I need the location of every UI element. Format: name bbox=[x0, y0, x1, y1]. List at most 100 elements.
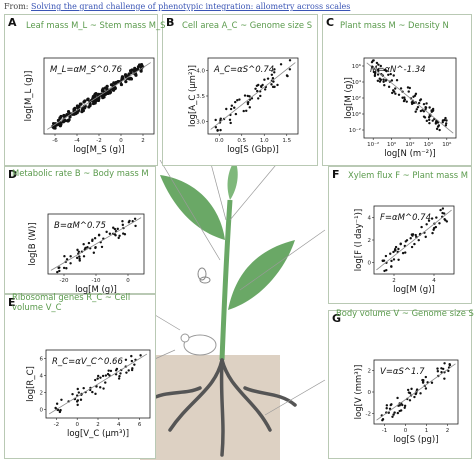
data-point bbox=[374, 71, 377, 74]
data-point bbox=[76, 248, 79, 252]
data-point bbox=[392, 90, 396, 93]
data-point bbox=[116, 227, 119, 231]
x-tick-label: -2 bbox=[96, 138, 101, 144]
source-link[interactable]: Solving the grand challenge of phenotypi… bbox=[31, 2, 351, 11]
data-point bbox=[103, 86, 108, 90]
data-point bbox=[401, 251, 405, 255]
data-point bbox=[108, 232, 112, 235]
data-point bbox=[417, 238, 420, 242]
data-point bbox=[65, 267, 68, 270]
panel-title-d: Metabolic rate B ~ Body mass M bbox=[12, 168, 149, 178]
y-tick-label: 10⁶ bbox=[352, 63, 362, 70]
data-point bbox=[425, 119, 429, 123]
data-point bbox=[407, 90, 410, 93]
data-point bbox=[219, 117, 222, 120]
x-axis-label: log[S (Gbp)] bbox=[227, 145, 279, 155]
data-point bbox=[236, 98, 239, 102]
source-prefix: From: bbox=[4, 2, 32, 11]
data-point bbox=[254, 87, 257, 90]
data-point bbox=[392, 250, 395, 254]
data-point bbox=[447, 369, 450, 373]
x-tick-label: -6 bbox=[52, 138, 58, 144]
data-point bbox=[373, 73, 377, 77]
data-point bbox=[385, 407, 388, 410]
data-point bbox=[94, 392, 97, 396]
trend-line bbox=[47, 62, 151, 130]
x-tick-label: -20 bbox=[60, 278, 69, 284]
data-point bbox=[414, 92, 418, 96]
x-tick-label: -4 bbox=[74, 138, 80, 144]
x-tick-label: -10 bbox=[92, 278, 101, 284]
data-point bbox=[109, 369, 113, 373]
data-point bbox=[130, 368, 134, 372]
data-point bbox=[443, 362, 446, 365]
y-tick-label: 0 bbox=[368, 390, 372, 396]
data-point bbox=[408, 86, 411, 90]
x-tick-label: 2 bbox=[446, 428, 450, 434]
y-tick-label: 10² bbox=[352, 95, 361, 102]
data-point bbox=[425, 102, 428, 105]
data-point bbox=[415, 388, 419, 391]
data-point bbox=[424, 105, 427, 109]
data-point bbox=[55, 123, 60, 127]
panel-letter-b: B bbox=[166, 16, 175, 29]
data-point bbox=[71, 392, 74, 396]
data-point bbox=[389, 72, 392, 76]
panel-letter-a: A bbox=[8, 16, 17, 29]
data-point bbox=[396, 396, 399, 400]
x-tick-label: 10⁰ bbox=[387, 141, 397, 148]
data-point bbox=[66, 119, 70, 123]
x-tick-label: 0 bbox=[119, 138, 123, 144]
data-point bbox=[78, 259, 81, 262]
data-point bbox=[428, 106, 431, 109]
data-point bbox=[87, 105, 91, 109]
data-point bbox=[229, 121, 232, 125]
y-tick-label: 4 bbox=[368, 215, 372, 221]
data-point bbox=[378, 80, 382, 83]
data-point bbox=[94, 378, 97, 382]
data-point bbox=[436, 370, 440, 373]
data-point bbox=[415, 108, 418, 111]
data-point bbox=[399, 242, 402, 245]
panel-title-g: Body volume V ~ Genome size S bbox=[336, 308, 474, 318]
equation-label: F=αM^0.74 bbox=[380, 213, 431, 223]
x-tick-label: 0 bbox=[75, 422, 79, 428]
data-point bbox=[393, 248, 397, 251]
y-tick-label: 10⁰ bbox=[352, 111, 362, 118]
y-tick-label: 6 bbox=[40, 357, 44, 363]
data-point bbox=[391, 415, 394, 419]
data-point bbox=[96, 98, 100, 102]
data-point bbox=[83, 99, 87, 103]
data-point bbox=[245, 109, 248, 112]
data-point bbox=[385, 69, 388, 73]
panel-title-f: Xylem flux F ~ Plant mass M bbox=[348, 170, 469, 180]
data-point bbox=[133, 217, 137, 220]
equation-label: V=αS^1.7 bbox=[380, 367, 425, 377]
data-point bbox=[69, 262, 72, 265]
data-point bbox=[428, 121, 431, 125]
data-point bbox=[397, 258, 400, 261]
data-point bbox=[276, 83, 279, 87]
data-point bbox=[102, 387, 105, 390]
data-point bbox=[392, 258, 396, 261]
data-point bbox=[259, 94, 262, 98]
trend-line bbox=[376, 209, 452, 271]
data-point bbox=[87, 241, 91, 245]
data-point bbox=[92, 94, 96, 98]
y-axis-label: log[F (l day⁻¹)] bbox=[354, 209, 364, 271]
y-tick-label: 10⁻² bbox=[349, 127, 361, 134]
data-point bbox=[100, 245, 104, 249]
data-point bbox=[448, 363, 451, 366]
data-point bbox=[78, 257, 81, 261]
data-point bbox=[263, 78, 266, 81]
data-point bbox=[413, 242, 416, 246]
data-point bbox=[418, 99, 422, 102]
data-point bbox=[422, 110, 426, 113]
data-point bbox=[104, 374, 108, 377]
data-point bbox=[77, 250, 81, 253]
data-point bbox=[86, 97, 90, 102]
data-point bbox=[393, 411, 396, 414]
data-point bbox=[431, 119, 434, 122]
x-tick-label: 2 bbox=[392, 278, 396, 284]
data-point bbox=[397, 93, 401, 96]
